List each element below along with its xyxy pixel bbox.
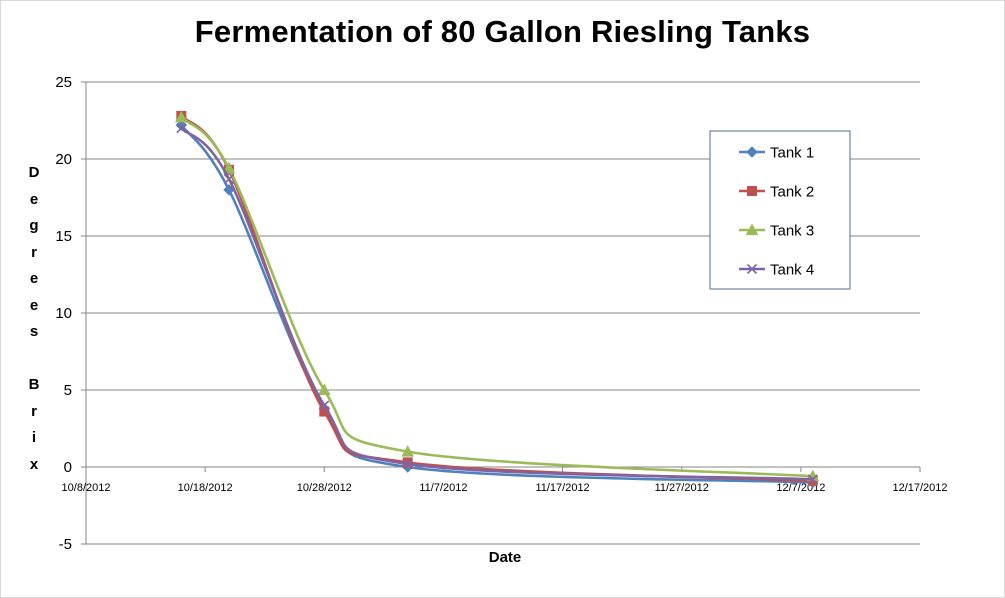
chart-title: Fermentation of 80 Gallon Riesling Tanks xyxy=(194,14,811,49)
x-tick-label: 10/8/2012 xyxy=(62,482,111,494)
data-point xyxy=(222,161,236,174)
x-tick-label: 11/27/2012 xyxy=(655,482,709,494)
legend-label: Tank 1 xyxy=(770,145,814,162)
y-tick-label: 20 xyxy=(55,151,72,168)
legend-entry: Tank 1 xyxy=(739,145,814,162)
x-tick-label: 10/18/2012 xyxy=(178,482,233,494)
series-tank-3 xyxy=(174,110,820,482)
legend-label: Tank 4 xyxy=(770,262,814,279)
legend-label: Tank 2 xyxy=(770,184,814,201)
data-point xyxy=(317,383,331,395)
y-tick-label: 25 xyxy=(55,74,72,91)
series-layer xyxy=(174,110,820,489)
data-point xyxy=(807,474,818,485)
legend-label: Tank 3 xyxy=(770,223,814,240)
x-tick-label: 12/7/2012 xyxy=(776,482,825,494)
x-axis-label: Date xyxy=(488,549,522,566)
x-tick-label: 10/28/2012 xyxy=(297,482,352,494)
axis-layer: -5 0 5 10 15 20 25 10/8/2012 10/18/2012 10/28/201… xyxy=(55,74,947,553)
x-tick-label: 11/7/2012 xyxy=(419,482,467,494)
data-point xyxy=(175,119,188,131)
legend-entry: Tank 4 xyxy=(739,262,814,279)
x-tick-label: 12/17/2012 xyxy=(892,482,947,494)
legend-entry: Tank 3 xyxy=(739,223,814,240)
legend-box xyxy=(709,130,851,290)
data-point xyxy=(402,458,413,469)
data-point xyxy=(176,123,187,134)
data-point xyxy=(319,400,330,411)
data-point xyxy=(174,110,188,123)
legend-entry: Tank 2 xyxy=(739,184,814,201)
y-tick-label: 0 xyxy=(64,459,72,476)
x-tick-label: 11/17/2012 xyxy=(535,482,589,494)
data-point xyxy=(223,173,235,185)
y-tick-label: 5 xyxy=(64,382,72,399)
legend-marker xyxy=(746,263,758,275)
y-tick-label: -5 xyxy=(59,536,72,553)
y-tick-label: 15 xyxy=(55,228,72,245)
series-tank-4 xyxy=(176,123,818,485)
y-tick-label: 10 xyxy=(55,305,72,322)
legend-marker xyxy=(746,146,758,158)
legend-marker xyxy=(745,223,759,235)
legend: Tank 1 Tank 2 Tank 3 Tank 4 xyxy=(709,130,851,290)
data-point xyxy=(401,445,415,457)
legend-marker xyxy=(747,186,757,196)
